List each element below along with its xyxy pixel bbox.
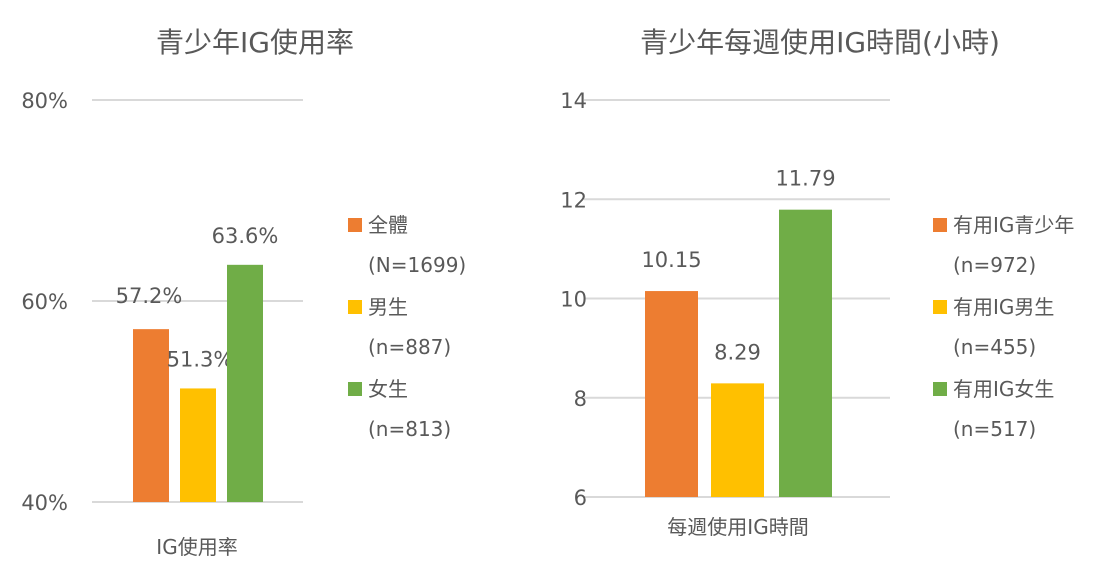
bar-usage-2 xyxy=(180,388,216,502)
data-label: 63.6% xyxy=(212,224,279,248)
legend-swatch xyxy=(933,382,947,396)
chart-title: 青少年每週使用IG時間(小時) xyxy=(640,26,1000,59)
x-category-label: 每週使用IG時間 xyxy=(667,515,808,539)
y-tick-label: 60% xyxy=(21,290,68,314)
y-tick-label: 14 xyxy=(560,89,587,113)
legend-sub: (n=887) xyxy=(368,335,451,359)
weekly-hours-chart: 青少年每週使用IG時間(小時) 6 8 10 12 14 10.15 8.29 11.79 每週使… xyxy=(560,0,1115,566)
legend-name: 有用IG女生 xyxy=(953,377,1054,401)
legend-name: 有用IG青少年 xyxy=(953,213,1074,237)
legend-name: 女生 xyxy=(368,377,408,401)
legend-sub: (n=517) xyxy=(953,417,1036,441)
legend-name: 全體 xyxy=(368,213,408,237)
legend-swatch xyxy=(933,218,947,232)
legend-swatch xyxy=(348,218,362,232)
data-label: 10.15 xyxy=(641,248,701,272)
data-label: 8.29 xyxy=(714,340,761,364)
legend-name: 男生 xyxy=(368,295,408,319)
data-label: 11.79 xyxy=(775,167,835,191)
y-tick-label: 10 xyxy=(560,288,587,312)
bar-hours-1 xyxy=(645,291,698,497)
y-tick-label: 12 xyxy=(560,188,587,212)
legend-swatch xyxy=(348,300,362,314)
x-category-label: IG使用率 xyxy=(156,535,237,559)
data-label: 57.2% xyxy=(116,284,183,308)
legend-swatch xyxy=(348,382,362,396)
usage-rate-chart: 青少年IG使用率 40% 60% 80% 57.2% 51.3% 63.6% IG使用率 全體 (… xyxy=(0,0,560,566)
usage-rate-chart-svg: 青少年IG使用率 40% 60% 80% 57.2% 51.3% 63.6% IG使用率 全體 (… xyxy=(21,26,466,559)
y-tick-label: 80% xyxy=(21,89,68,113)
legend-sub: (n=813) xyxy=(368,417,451,441)
legend-sub: (N=1699) xyxy=(368,253,466,277)
bar-hours-3 xyxy=(779,209,832,497)
data-label: 51.3% xyxy=(167,347,234,371)
weekly-hours-chart-svg: 青少年每週使用IG時間(小時) 6 8 10 12 14 10.15 8.29 11.79 每週使… xyxy=(560,26,1074,539)
y-tick-label: 6 xyxy=(574,486,587,510)
bar-usage-3 xyxy=(227,264,263,502)
y-tick-label: 8 xyxy=(574,387,587,411)
legend-sub: (n=455) xyxy=(953,335,1036,359)
legend-sub: (n=972) xyxy=(953,253,1036,277)
bar-hours-2 xyxy=(711,383,764,497)
legend-name: 有用IG男生 xyxy=(953,295,1054,319)
chart-title: 青少年IG使用率 xyxy=(156,26,354,59)
legend-swatch xyxy=(933,300,947,314)
bar-usage-1 xyxy=(133,329,169,502)
y-tick-label: 40% xyxy=(21,491,68,515)
